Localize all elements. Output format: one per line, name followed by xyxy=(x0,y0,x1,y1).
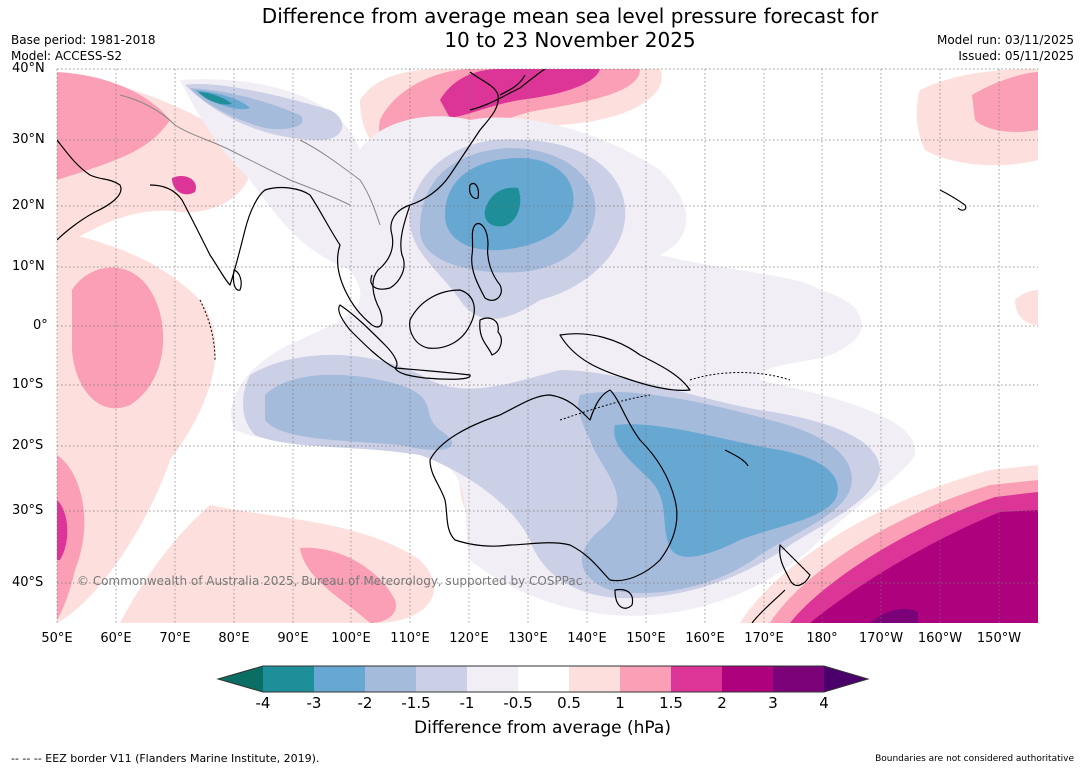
colorbar-tick: 2 xyxy=(717,694,727,712)
coast-india xyxy=(149,184,311,286)
positive-anomaly-tasman-peak xyxy=(870,608,918,623)
lat-label-40s: 40°S xyxy=(12,575,44,590)
colorbar-tick: -1 xyxy=(459,694,475,712)
boundaries-disclaimer: Boundaries are not considered authoritat… xyxy=(875,754,1074,764)
lon-label-140e: 140°E xyxy=(567,631,607,646)
coast-sri-lanka xyxy=(232,269,242,291)
model-run: Model run: 03/11/2025 xyxy=(936,33,1074,47)
lat-label-10s: 10°S xyxy=(12,377,44,392)
coast-japan xyxy=(469,69,546,111)
negative-anomaly-blue-australia xyxy=(614,424,838,557)
colorbar-tick: -4 xyxy=(255,694,271,712)
coast-java xyxy=(394,367,471,380)
colorbar-tick: 1.5 xyxy=(659,694,683,712)
eez-indian-ocean xyxy=(199,299,651,421)
anomaly-field xyxy=(57,69,1038,623)
title-line-2: 10 to 23 November 2025 xyxy=(444,28,696,52)
coast-tasmania xyxy=(614,588,634,609)
coast-borneo xyxy=(409,289,475,349)
eez-borders xyxy=(199,299,791,421)
lat-label-0: 0° xyxy=(33,318,48,333)
lon-label-160e: 160°E xyxy=(685,631,725,646)
issued-date: Issued: 05/11/2025 xyxy=(958,49,1074,63)
colorbar-tick: 0.5 xyxy=(557,694,581,712)
coastlines xyxy=(57,69,967,623)
negative-anomaly-light-blue xyxy=(265,374,453,450)
lat-label-20n: 20°N xyxy=(12,198,45,213)
colorbar-tick: -2 xyxy=(357,694,373,712)
colorbar-tick: 3 xyxy=(768,694,778,712)
lat-label-30s: 30°S xyxy=(12,503,44,518)
coast-taiwan xyxy=(469,182,480,200)
lon-label-60e: 60°E xyxy=(100,631,132,646)
lon-label-130e: 130°E xyxy=(508,631,548,646)
colorbar-tick: -0.5 xyxy=(503,694,533,712)
positive-anomaly-east-asia-core xyxy=(440,69,600,118)
colorbar-tick: 4 xyxy=(819,694,829,712)
lon-label-110e: 110°E xyxy=(390,631,430,646)
metadata-left: Base period: 1981-2018 Model: ACCESS-S2 xyxy=(11,32,156,64)
lon-label-150e: 150°E xyxy=(626,631,666,646)
lon-label-150w: 150°W xyxy=(976,631,1022,646)
positive-anomaly-tasman-core xyxy=(810,510,1038,623)
metadata-right: Model run: 03/11/2025 Issued: 05/11/2025 xyxy=(937,32,1074,64)
positive-anomaly-sw-indian xyxy=(57,455,85,620)
coast-philippines xyxy=(471,223,502,301)
lat-label-20s: 20°S xyxy=(12,438,44,453)
lat-label-30n: 30°N xyxy=(12,132,45,147)
colorbar-tick: 1 xyxy=(615,694,625,712)
lon-label-100e: 100°E xyxy=(331,631,371,646)
model-name: Model: ACCESS-S2 xyxy=(11,49,123,63)
coast-new-zealand-south xyxy=(751,589,786,623)
negative-anomaly-teal-philippines xyxy=(484,187,521,227)
country-borders xyxy=(119,94,381,226)
coast-burma-thailand-malay xyxy=(309,194,411,328)
lon-label-120e: 120°E xyxy=(449,631,489,646)
positive-anomaly-west-indian-inner xyxy=(72,267,164,409)
colorbar-label: Difference from average (hPa) xyxy=(414,718,671,738)
lon-label-180: 180° xyxy=(806,631,838,646)
coast-fiji-hawaii-islands xyxy=(724,189,967,467)
lon-label-80e: 80°E xyxy=(218,631,250,646)
colorbar-tick: -1.5 xyxy=(401,694,431,712)
copyright-credit: © Commonwealth of Australia 2025, Bureau… xyxy=(77,574,583,588)
positive-anomaly-sw-indian-core xyxy=(57,500,68,560)
positive-anomaly-north-pacific-inner xyxy=(972,72,1038,132)
coast-indochina xyxy=(370,204,411,290)
coast-arabia-iran xyxy=(57,139,122,241)
coast-new-zealand-north xyxy=(779,544,811,587)
lon-label-50e: 50°E xyxy=(41,631,73,646)
colorbar-tick: -3 xyxy=(306,694,322,712)
positive-anomaly-south-indian-inner xyxy=(300,547,396,623)
coast-australia xyxy=(429,389,678,582)
title-line-1: Difference from average mean sea level p… xyxy=(261,4,879,28)
lon-label-160w: 160°W xyxy=(917,631,963,646)
lon-label-170w: 170°W xyxy=(858,631,904,646)
graticule xyxy=(56,68,1038,623)
lon-label-90e: 90°E xyxy=(277,631,309,646)
lat-label-40n: 40°N xyxy=(12,61,45,76)
coast-sulawesi xyxy=(479,317,502,356)
map-title: Difference from average mean sea level p… xyxy=(200,4,940,52)
positive-anomaly-central-pacific-east xyxy=(1015,290,1038,325)
borders-asia xyxy=(119,94,381,226)
coast-china-korea xyxy=(409,71,526,206)
base-period: Base period: 1981-2018 xyxy=(11,33,156,47)
negative-anomaly-teal-himalaya xyxy=(198,92,232,105)
lat-label-10n: 10°N xyxy=(12,259,45,274)
positive-anomaly-india-core xyxy=(172,175,196,195)
eez-legend-note: -- -- -- EEZ border V11 (Flanders Marine… xyxy=(11,752,320,765)
lon-label-70e: 70°E xyxy=(159,631,191,646)
lon-label-170e: 170°E xyxy=(744,631,784,646)
coast-new-guinea xyxy=(559,333,691,391)
positive-anomaly-india-inner xyxy=(57,72,170,180)
